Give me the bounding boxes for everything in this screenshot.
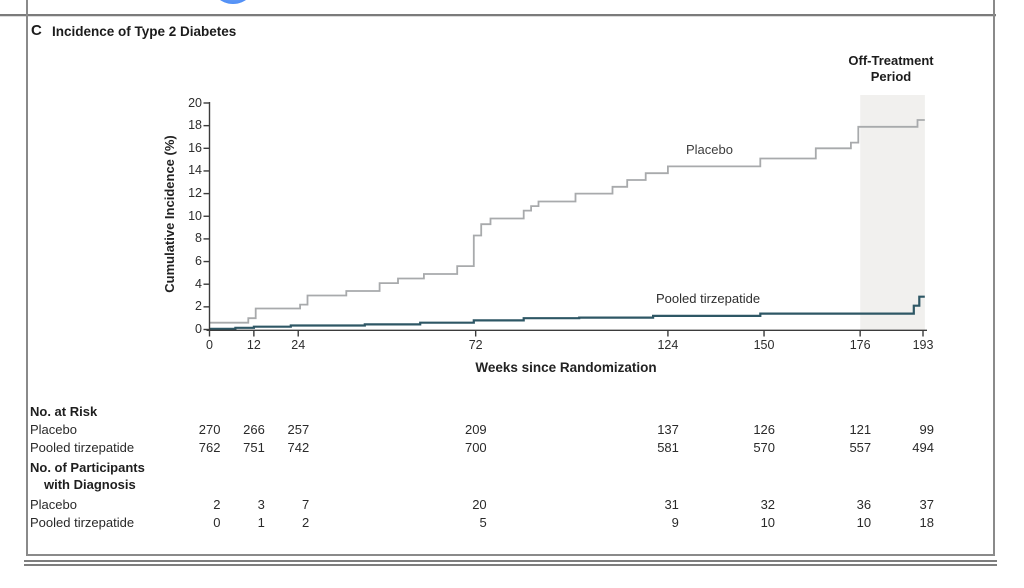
y-tick-label: 8	[195, 231, 202, 246]
table-cell: 494	[912, 440, 934, 455]
table-cell: 700	[464, 440, 487, 455]
table-cell: 5	[479, 515, 487, 530]
at-risk-header: No. at Risk	[30, 404, 98, 419]
x-tick-label: 124	[657, 338, 679, 352]
x-tick-label: 12	[246, 338, 261, 352]
x-tick-label: 176	[849, 338, 871, 352]
table-cell: 121	[849, 422, 872, 437]
placebo-curve	[209, 119, 925, 324]
table-cell: 751	[243, 440, 265, 455]
y-tick-label: 0	[195, 322, 202, 336]
table-cell: 9	[671, 515, 679, 530]
figure-right-border	[993, 0, 995, 556]
table-cell: 270	[198, 422, 221, 437]
y-tick-label: 2	[195, 299, 202, 314]
table-cell: 209	[464, 422, 487, 437]
table-cell: 1	[257, 515, 265, 530]
diagnosis-header-line1: No. of Participants	[30, 460, 145, 475]
table-cell: 3	[257, 497, 265, 512]
diagnosis-header-line2: with Diagnosis	[44, 477, 136, 492]
table-cell: 10	[856, 515, 872, 530]
panel-title: Incidence of Type 2 Diabetes	[52, 24, 237, 39]
table-cell: 126	[753, 422, 776, 437]
table-cell: 20	[472, 497, 487, 512]
y-tick-label: 20	[188, 95, 202, 110]
table-cell: 37	[919, 497, 934, 512]
table-cell: 557	[849, 440, 872, 455]
table-cell: 7	[301, 497, 310, 512]
y-tick-label: 14	[188, 163, 202, 178]
y-tick-label: 6	[195, 254, 202, 269]
tirzepatide-series-label: Pooled tirzepatide	[656, 291, 761, 306]
tick-marks	[203, 102, 924, 337]
table-row-label: Placebo	[30, 497, 77, 512]
table-row-label: Pooled tirzepatide	[30, 515, 135, 530]
y-tick-label: 4	[195, 276, 202, 291]
table-cell: 99	[919, 422, 934, 437]
tirzepatide-curve	[209, 295, 925, 330]
table-cell: 36	[856, 497, 872, 512]
off-treatment-line1: Off-Treatment	[848, 53, 934, 68]
table-cell: 257	[287, 422, 310, 437]
off-treatment-period-label: Off-Treatment Period	[826, 53, 956, 84]
table-cell: 31	[664, 497, 679, 512]
table-cell: 2	[213, 497, 221, 512]
figure-bottom-border	[26, 554, 995, 556]
table-cell: 18	[919, 515, 934, 530]
table-cell: 742	[287, 440, 310, 455]
x-tick-label: 24	[291, 338, 306, 352]
x-tick-label: 72	[468, 338, 483, 352]
y-tick-label: 10	[188, 208, 202, 223]
y-tick-label: 12	[188, 186, 202, 201]
table-cell: 10	[760, 515, 776, 530]
table-row-label: Placebo	[30, 422, 77, 437]
blue-circle-cutoff	[210, 0, 256, 4]
figure-top-rule	[0, 14, 996, 17]
table-cell: 0	[213, 515, 221, 530]
x-axis-title: Weeks since Randomization	[475, 360, 657, 375]
x-tick-label: 150	[753, 338, 775, 352]
table-cell: 762	[198, 440, 221, 455]
table-cell: 32	[760, 497, 776, 512]
placebo-series-label: Placebo	[686, 142, 733, 157]
table-cell: 581	[657, 440, 679, 455]
x-tick-label: 0	[206, 338, 213, 352]
y-tick-label: 18	[188, 118, 202, 133]
table-cell: 570	[753, 440, 776, 455]
x-tick-label: 193	[912, 338, 934, 352]
table-row-label: Pooled tirzepatide	[30, 440, 135, 455]
figure-left-border	[26, 0, 28, 556]
panel-letter: C	[31, 22, 42, 39]
table-cell: 266	[243, 422, 265, 437]
table-cell: 2	[301, 515, 310, 530]
off-treatment-shaded-region	[860, 95, 925, 331]
y-tick-label: 16	[188, 140, 202, 155]
off-treatment-line2: Period	[870, 68, 912, 84]
table-cell: 137	[657, 422, 679, 437]
figure-double-rule	[24, 560, 997, 566]
